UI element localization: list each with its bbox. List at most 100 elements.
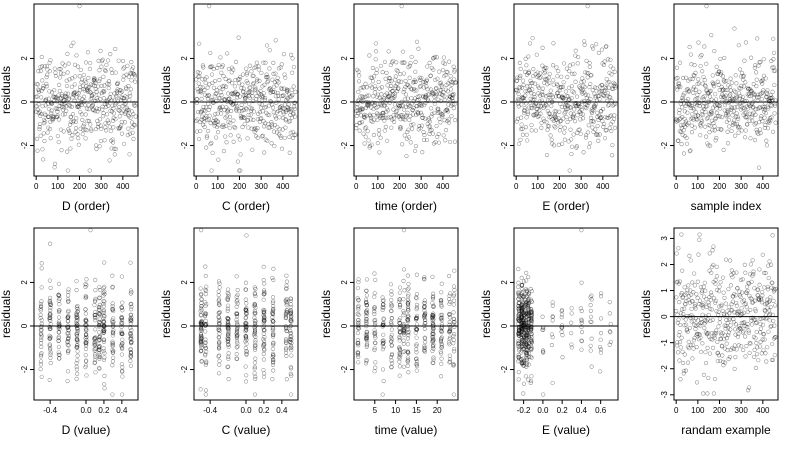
data-point (263, 121, 268, 126)
data-point (39, 304, 44, 309)
data-point (235, 301, 240, 306)
data-point (260, 109, 265, 114)
data-point (681, 93, 686, 98)
data-point (61, 71, 66, 76)
data-point (714, 110, 719, 115)
data-point (519, 275, 524, 280)
data-point (543, 94, 549, 99)
data-point (110, 363, 115, 368)
data-point (388, 83, 394, 89)
data-point (234, 107, 239, 112)
data-point (124, 85, 129, 90)
data-point (700, 69, 705, 74)
data-point (217, 77, 222, 83)
data-point (400, 49, 406, 54)
data-point (690, 86, 696, 91)
data-point (35, 94, 40, 99)
data-point (538, 111, 543, 116)
data-point (55, 113, 60, 118)
data-point (284, 283, 289, 288)
data-point (451, 91, 456, 97)
data-point (128, 316, 133, 321)
data-point (74, 361, 79, 366)
data-point (725, 309, 730, 314)
data-point (771, 57, 776, 62)
data-point (265, 112, 270, 117)
data-point (687, 149, 692, 154)
data-point (65, 51, 70, 56)
data-point (228, 133, 233, 138)
data-point (59, 71, 64, 76)
data-point (47, 343, 52, 348)
data-point (41, 86, 46, 91)
data-point (406, 65, 411, 70)
data-point (252, 343, 257, 348)
data-point (371, 132, 377, 138)
data-point (611, 66, 616, 71)
data-point (716, 324, 721, 329)
data-point (279, 86, 284, 91)
data-point (691, 85, 697, 90)
data-point (570, 114, 575, 120)
data-point (766, 96, 771, 102)
data-point (108, 129, 113, 134)
data-point (269, 141, 274, 146)
data-point (700, 113, 705, 118)
data-point (244, 308, 249, 313)
data-point (552, 112, 558, 117)
data-point (202, 124, 207, 130)
data-point (684, 98, 689, 103)
data-point (89, 93, 95, 98)
data-point (765, 126, 771, 131)
data-point (111, 111, 117, 116)
data-point (523, 93, 528, 98)
data-point (256, 90, 261, 95)
data-point (259, 116, 264, 121)
data-point (726, 112, 731, 118)
data-point (102, 373, 107, 378)
data-point (700, 109, 705, 114)
data-point (523, 56, 528, 61)
data-point (78, 101, 84, 106)
data-point (83, 282, 88, 287)
data-point (761, 73, 766, 78)
data-point (129, 78, 134, 83)
data-point (585, 103, 590, 108)
data-point (387, 93, 392, 98)
data-point (235, 159, 241, 164)
data-point (93, 318, 98, 323)
data-point (38, 304, 44, 309)
data-point (552, 113, 557, 118)
data-point (217, 105, 223, 110)
data-point (738, 93, 743, 99)
data-point (740, 94, 745, 99)
data-point (250, 81, 256, 87)
data-point (676, 82, 681, 87)
data-point (128, 325, 133, 331)
data-point (96, 121, 101, 127)
data-point (728, 258, 733, 263)
data-point (107, 96, 112, 101)
data-point (448, 94, 453, 100)
data-point (259, 102, 264, 107)
data-point (558, 85, 563, 90)
data-point (261, 91, 266, 96)
data-point (253, 345, 258, 350)
data-point (87, 84, 92, 89)
data-point (132, 101, 137, 106)
data-point (534, 112, 539, 117)
data-point (203, 104, 208, 110)
data-point (113, 117, 118, 122)
data-point (683, 103, 688, 108)
data-point (558, 124, 563, 129)
data-point (514, 78, 519, 84)
data-point (750, 105, 755, 110)
data-point (46, 101, 51, 107)
data-point (702, 326, 707, 331)
data-point (212, 121, 217, 126)
data-point (204, 145, 209, 150)
data-point (39, 64, 45, 69)
data-point (127, 108, 132, 113)
data-point (38, 354, 43, 359)
data-point (380, 392, 385, 397)
